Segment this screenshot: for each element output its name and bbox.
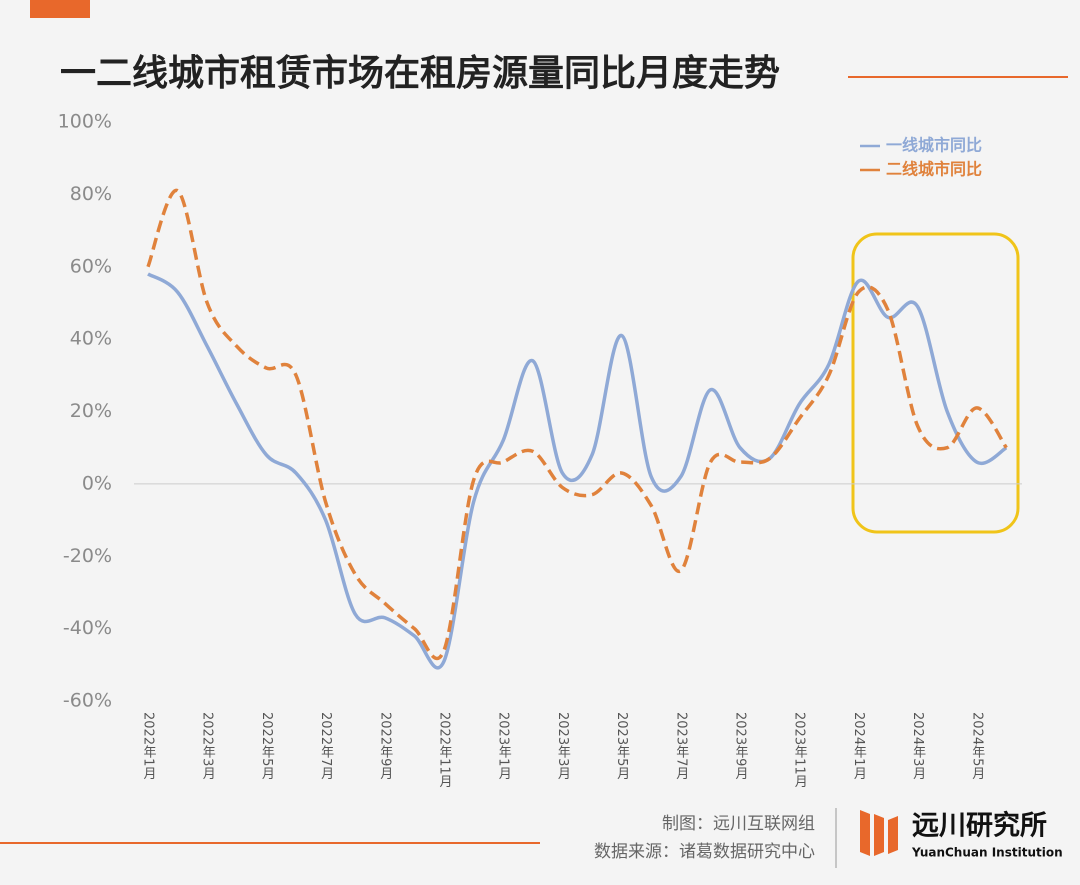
y-tick-label: -20% xyxy=(63,545,112,567)
logo-bar xyxy=(874,814,884,856)
highlight-box xyxy=(851,232,1020,534)
x-tick-label: 2022年5月 xyxy=(259,712,275,781)
brand-en: YuanChuan Institution xyxy=(911,846,1063,860)
x-tick-label: 2023年1月 xyxy=(496,712,512,781)
x-tick-label: 2023年11月 xyxy=(792,712,808,789)
corner-block xyxy=(30,0,90,18)
y-tick-label: 80% xyxy=(70,183,112,205)
x-tick-label: 2022年1月 xyxy=(141,712,157,781)
y-tick-label: 40% xyxy=(70,328,112,350)
y-tick-label: 100% xyxy=(58,111,112,133)
y-tick-label: 20% xyxy=(70,400,112,422)
legend-label: 一线城市同比 xyxy=(886,136,982,155)
x-tick-label: 2023年7月 xyxy=(673,712,689,781)
source: 数据来源：诸葛数据研究中心 xyxy=(594,842,815,862)
x-tick-label: 2023年9月 xyxy=(733,712,749,781)
y-tick-label: -40% xyxy=(63,617,112,639)
logo-bar xyxy=(888,816,898,854)
series-line xyxy=(147,272,1008,670)
legend-label: 二线城市同比 xyxy=(886,160,982,179)
x-tick-label: 2024年5月 xyxy=(969,712,985,781)
y-tick-label: -60% xyxy=(63,690,112,712)
logo xyxy=(860,810,898,856)
y-tick-label: 60% xyxy=(70,255,112,277)
x-tick-label: 2022年3月 xyxy=(200,712,216,781)
series-line xyxy=(146,188,1008,661)
x-tick-label: 2022年11月 xyxy=(437,712,453,789)
x-tick-label: 2022年7月 xyxy=(318,712,334,781)
y-tick-label: 0% xyxy=(82,472,112,494)
brand: 远川研究所 xyxy=(912,810,1047,842)
x-tick-label: 2024年1月 xyxy=(851,712,867,781)
x-tick-label: 2024年3月 xyxy=(910,712,926,781)
logo-bar xyxy=(860,810,870,856)
x-tick-label: 2023年5月 xyxy=(614,712,630,781)
chart-title: 一二线城市租赁市场在租房源量同比月度走势 xyxy=(60,53,780,94)
credit: 制图：远川互联网组 xyxy=(662,814,815,834)
x-tick-label: 2022年9月 xyxy=(377,712,393,781)
x-tick-label: 2023年3月 xyxy=(555,712,571,781)
